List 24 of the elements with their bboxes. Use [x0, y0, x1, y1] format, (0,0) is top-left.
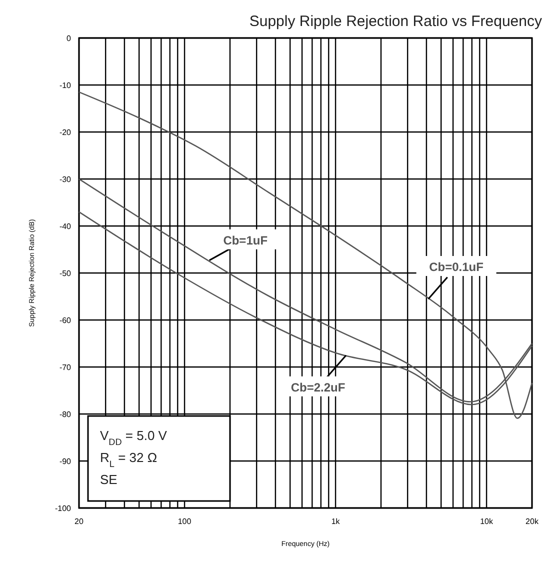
- x-tick-label: 10k: [480, 517, 494, 526]
- y-tick-label: -10: [59, 81, 72, 90]
- annotation: V$_{DD}$ = 5.0 V: [100, 428, 168, 447]
- annotation: R$_{L}$ = 32 Ω: [100, 450, 158, 469]
- y-tick-label: -40: [59, 222, 72, 231]
- series-label: Cb=0.1uF: [429, 260, 484, 274]
- y-tick-label: -80: [59, 410, 72, 419]
- x-tick-label: 20k: [526, 517, 540, 526]
- y-tick-label: -50: [59, 269, 72, 278]
- conditions-box: V$_{DD}$ = 5.0 V R$_{L}$ = 32 Ω SE: [87, 415, 231, 502]
- text: Cb=2.2uF: [290, 380, 346, 394]
- y-tick-label: -70: [59, 363, 72, 372]
- y-tick-label: -100: [54, 504, 72, 513]
- y-tick-label: -30: [59, 175, 72, 184]
- x-tick-label: 100: [178, 517, 192, 526]
- x-tick-label: 20: [74, 517, 84, 526]
- y-tick-label: 0: [66, 34, 72, 43]
- x-tick-label: 1k: [331, 517, 341, 526]
- y-tick-label: -20: [59, 128, 72, 137]
- chart-title: Supply Ripple Rejection Ratio vs Frequency: [249, 13, 542, 30]
- series-label: Cb=1uF: [223, 233, 268, 248]
- y-tick-label: -90: [59, 457, 72, 466]
- y-tick-label: -60: [59, 316, 72, 325]
- annotation: SE: [100, 472, 118, 487]
